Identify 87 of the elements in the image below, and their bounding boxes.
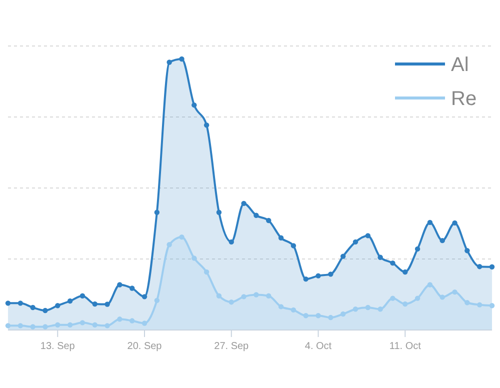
point bbox=[204, 269, 210, 275]
point bbox=[204, 122, 210, 128]
point bbox=[92, 322, 98, 328]
point bbox=[290, 243, 296, 248]
point bbox=[476, 302, 482, 308]
point bbox=[452, 289, 458, 295]
point bbox=[5, 323, 11, 328]
point bbox=[117, 316, 122, 322]
point bbox=[18, 300, 24, 306]
point bbox=[414, 246, 420, 252]
point bbox=[67, 322, 73, 328]
point bbox=[80, 293, 86, 298]
point bbox=[179, 234, 184, 240]
point bbox=[228, 299, 234, 305]
point bbox=[130, 318, 135, 324]
point bbox=[352, 239, 358, 245]
point bbox=[303, 276, 308, 282]
point bbox=[328, 314, 334, 320]
point bbox=[254, 212, 259, 218]
point bbox=[340, 254, 346, 259]
point bbox=[30, 304, 36, 310]
point bbox=[440, 238, 445, 244]
point bbox=[414, 296, 420, 301]
point bbox=[303, 313, 308, 318]
point bbox=[328, 272, 334, 277]
point bbox=[489, 264, 495, 270]
point bbox=[241, 200, 246, 206]
point bbox=[390, 260, 396, 266]
point bbox=[18, 323, 24, 328]
point bbox=[316, 313, 321, 318]
point bbox=[104, 302, 110, 307]
point bbox=[440, 294, 445, 300]
x-tick-label: 20. Sep bbox=[127, 341, 162, 352]
point bbox=[290, 307, 296, 313]
point bbox=[30, 324, 36, 330]
point bbox=[55, 303, 60, 308]
point bbox=[92, 301, 98, 307]
point bbox=[464, 248, 470, 254]
point bbox=[80, 320, 86, 326]
point bbox=[352, 306, 358, 312]
x-tick-label: 13. Sep bbox=[40, 341, 76, 352]
point bbox=[427, 282, 433, 288]
point bbox=[104, 323, 110, 328]
point bbox=[489, 303, 495, 308]
point bbox=[427, 220, 433, 226]
point bbox=[216, 210, 222, 215]
point bbox=[278, 304, 284, 310]
point bbox=[5, 300, 11, 306]
point bbox=[216, 293, 222, 298]
point bbox=[402, 269, 408, 275]
point bbox=[55, 322, 60, 328]
point bbox=[67, 298, 73, 304]
point bbox=[452, 220, 458, 226]
point bbox=[228, 239, 234, 245]
point bbox=[390, 296, 396, 301]
x-tick-label: 4. Oct bbox=[304, 341, 332, 352]
point bbox=[476, 264, 482, 270]
point bbox=[166, 60, 172, 65]
point bbox=[154, 298, 160, 304]
point bbox=[316, 273, 321, 278]
point bbox=[340, 311, 346, 317]
point bbox=[42, 324, 48, 330]
legend-label: Re bbox=[451, 88, 477, 110]
point bbox=[365, 233, 370, 238]
point bbox=[266, 293, 272, 298]
point bbox=[254, 292, 259, 298]
point bbox=[192, 102, 197, 108]
point bbox=[266, 218, 272, 224]
point bbox=[142, 294, 148, 300]
point bbox=[179, 56, 184, 62]
point bbox=[464, 300, 470, 306]
point bbox=[241, 294, 246, 300]
legend-label: Al bbox=[451, 54, 469, 76]
point bbox=[192, 256, 197, 261]
point bbox=[117, 282, 122, 288]
point bbox=[278, 235, 284, 240]
x-tick-label: 11. Oct bbox=[389, 341, 422, 352]
point bbox=[42, 308, 48, 314]
x-tick-label: 27. Sep bbox=[214, 341, 250, 352]
point bbox=[166, 242, 172, 248]
point bbox=[378, 254, 383, 260]
point bbox=[365, 304, 370, 310]
point bbox=[142, 320, 148, 326]
point bbox=[402, 301, 408, 307]
point bbox=[130, 286, 135, 291]
point bbox=[154, 210, 160, 215]
point bbox=[378, 306, 383, 312]
